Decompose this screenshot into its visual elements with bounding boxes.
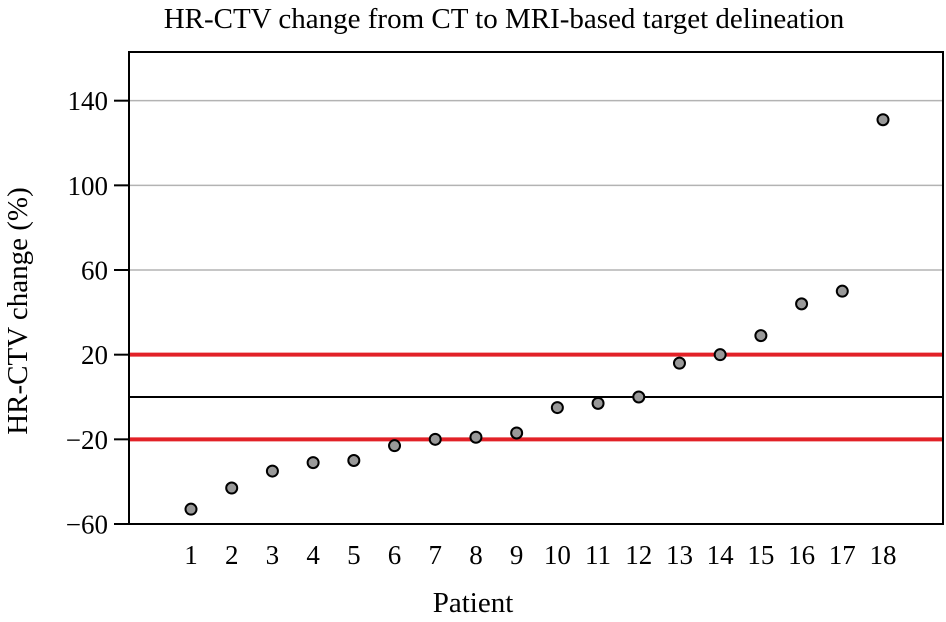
- y-tick-label-140: 140: [68, 86, 109, 116]
- data-point-patient-15: [754, 329, 768, 343]
- data-point-patient-7: [428, 432, 442, 446]
- x-tick-label-9: 9: [510, 540, 524, 570]
- data-point-patient-16: [795, 297, 809, 311]
- plot-frame: [128, 51, 944, 525]
- x-axis-title: Patient: [432, 587, 514, 619]
- y-tick-label-60: 60: [81, 256, 108, 286]
- x-tick-label-5: 5: [347, 540, 361, 570]
- x-tick-label-13: 13: [666, 540, 693, 570]
- y-tick-label-100: 100: [68, 171, 109, 201]
- y-tick-label--60: −60: [66, 510, 108, 540]
- data-point-patient-2: [225, 481, 239, 495]
- x-tick-label-6: 6: [388, 540, 402, 570]
- x-tick-label-4: 4: [306, 540, 320, 570]
- x-tick-label-12: 12: [625, 540, 652, 570]
- data-point-patient-12: [632, 390, 646, 404]
- y-tick-label--20: −20: [66, 425, 108, 455]
- data-point-patient-11: [591, 396, 605, 410]
- data-point-patient-1: [184, 502, 198, 516]
- x-tick-label-11: 11: [585, 540, 611, 570]
- x-tick-label-16: 16: [788, 540, 815, 570]
- x-tick-label-15: 15: [747, 540, 774, 570]
- x-tick-label-8: 8: [469, 540, 483, 570]
- x-tick-label-3: 3: [266, 540, 280, 570]
- data-point-patient-3: [265, 464, 279, 478]
- data-point-patient-13: [672, 356, 686, 370]
- x-tick-label-7: 7: [428, 540, 442, 570]
- x-tick-label-10: 10: [544, 540, 571, 570]
- data-point-patient-4: [306, 456, 320, 470]
- data-point-patient-14: [713, 348, 727, 362]
- data-point-patient-17: [835, 284, 849, 298]
- chart-title: HR-CTV change from CT to MRI-based targe…: [163, 3, 845, 35]
- data-point-patient-8: [469, 430, 483, 444]
- y-tick-label-20: 20: [81, 340, 108, 370]
- data-point-patient-18: [876, 113, 890, 127]
- x-tick-label-1: 1: [184, 540, 198, 570]
- data-point-patient-10: [550, 401, 564, 415]
- x-tick-label-2: 2: [225, 540, 239, 570]
- data-point-patient-5: [347, 454, 361, 468]
- data-point-patient-6: [388, 439, 402, 453]
- x-tick-label-18: 18: [870, 540, 897, 570]
- data-point-patient-9: [510, 426, 524, 440]
- x-tick-label-17: 17: [829, 540, 856, 570]
- x-tick-label-14: 14: [707, 540, 735, 570]
